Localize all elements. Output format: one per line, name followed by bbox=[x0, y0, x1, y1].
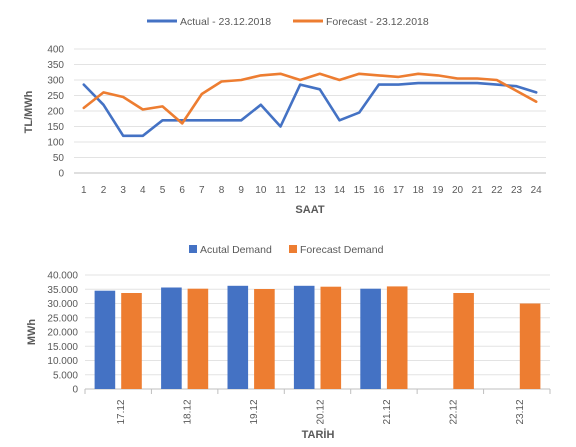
line-series-group bbox=[82, 72, 538, 138]
line-x-tick-label: 14 bbox=[334, 185, 346, 196]
line-y-tick-label: 200 bbox=[47, 107, 64, 118]
line-x-tick-label: 10 bbox=[255, 185, 267, 196]
forecast-price-line bbox=[82, 72, 538, 125]
bar-y-axis-title: MWh bbox=[26, 319, 38, 346]
line-y-tick-label: 0 bbox=[58, 169, 64, 180]
forecast-demand-bar bbox=[254, 289, 275, 389]
line-x-tick-label: 3 bbox=[120, 185, 126, 196]
line-x-tick-label: 11 bbox=[275, 185, 286, 196]
line-legend: Actual - 23.12.2018 Forecast - 23.12.201… bbox=[147, 16, 429, 28]
bar-y-tick-label: 25.000 bbox=[47, 313, 78, 324]
line-x-tick-label: 6 bbox=[179, 185, 185, 196]
bar-x-tick-label: 17.12 bbox=[116, 399, 127, 424]
forecast-demand-bar bbox=[121, 293, 142, 389]
line-y-tick-label: 350 bbox=[47, 60, 64, 71]
line-y-tick-labels: 0 50 100 150 200 250 300 350 400 bbox=[47, 45, 64, 180]
line-y-tick-label: 100 bbox=[47, 138, 64, 149]
bar-y-tick-label: 40.000 bbox=[47, 271, 78, 282]
line-x-tick-label: 13 bbox=[314, 185, 326, 196]
line-x-tick-label: 4 bbox=[140, 185, 146, 196]
line-x-tick-label: 19 bbox=[432, 185, 444, 196]
actual-demand-bar bbox=[161, 287, 182, 389]
line-y-axis-title: TL/MWh bbox=[23, 90, 35, 133]
line-x-tick-label: 24 bbox=[531, 185, 543, 196]
bar-y-tick-label: 15.000 bbox=[47, 342, 78, 353]
actual-demand-bar bbox=[360, 288, 381, 389]
legend-label-forecast-demand: Forecast Demand bbox=[300, 244, 384, 256]
line-x-tick-label: 7 bbox=[199, 185, 205, 196]
line-x-tick-label: 22 bbox=[491, 185, 503, 196]
bar-x-axis-title: TARİH bbox=[302, 428, 335, 441]
bar-y-tick-labels: 0 5.000 10.000 15.000 20.000 25.000 30.000 35.0… bbox=[47, 271, 78, 396]
line-gridlines bbox=[74, 48, 546, 174]
line-x-tick-label: 23 bbox=[511, 185, 523, 196]
line-x-tick-label: 17 bbox=[393, 185, 405, 196]
bar-y-tick-label: 20.000 bbox=[47, 328, 78, 339]
bar-y-tick-label: 0 bbox=[72, 385, 78, 396]
line-y-tick-label: 50 bbox=[53, 153, 65, 164]
forecast-demand-bar bbox=[519, 303, 541, 389]
actual-demand-bar bbox=[94, 290, 116, 389]
line-x-tick-label: 8 bbox=[219, 185, 225, 196]
forecast-demand-bar bbox=[453, 293, 474, 389]
forecast-demand-bar bbox=[320, 286, 342, 389]
bar-y-tick-label: 10.000 bbox=[47, 356, 78, 367]
line-x-tick-label: 5 bbox=[160, 185, 166, 196]
line-y-tick-label: 400 bbox=[47, 45, 64, 56]
line-chart: Actual - 23.12.2018 Forecast - 23.12.201… bbox=[23, 16, 546, 216]
line-x-tick-label: 1 bbox=[81, 185, 87, 196]
legend-label-actual: Actual - 23.12.2018 bbox=[180, 16, 271, 28]
bar-x-tick-label: 22.12 bbox=[448, 399, 459, 424]
line-y-tick-label: 300 bbox=[47, 76, 64, 87]
line-x-tick-label: 21 bbox=[472, 185, 484, 196]
bar-y-tick-label: 35.000 bbox=[47, 285, 78, 296]
bar-legend: Acutal Demand Forecast Demand bbox=[189, 244, 384, 256]
line-x-tick-label: 2 bbox=[101, 185, 107, 196]
actual-price-line bbox=[82, 81, 538, 138]
line-x-tick-label: 9 bbox=[238, 185, 244, 196]
legend-label-forecast: Forecast - 23.12.2018 bbox=[326, 16, 429, 28]
bar-x-tick-label: 20.12 bbox=[316, 399, 327, 424]
legend-swatch-forecast-demand bbox=[289, 245, 297, 253]
bar-x-tick-label: 21.12 bbox=[382, 399, 393, 424]
forecast-demand-bar bbox=[386, 286, 408, 389]
line-x-tick-labels: 1 2 3 4 5 6 7 8 9 10 11 12 13 14 15 16 17 18 19 20 21 22 23 24 bbox=[81, 185, 542, 196]
actual-demand-bar bbox=[293, 285, 315, 389]
bar-x-tick-label: 23.12 bbox=[515, 399, 526, 424]
legend-swatch-actual-demand bbox=[189, 245, 197, 253]
line-y-tick-label: 250 bbox=[47, 91, 64, 102]
line-x-tick-label: 16 bbox=[373, 185, 385, 196]
bar-gridlines bbox=[84, 274, 551, 394]
actual-demand-bar bbox=[227, 285, 249, 389]
bar-y-tick-label: 5.000 bbox=[53, 370, 78, 381]
bar-marks bbox=[94, 285, 541, 389]
line-y-tick-label: 150 bbox=[47, 122, 64, 133]
line-x-tick-label: 12 bbox=[295, 185, 307, 196]
legend-label-actual-demand: Acutal Demand bbox=[200, 244, 272, 256]
line-x-axis-title: SAAT bbox=[295, 204, 324, 216]
bar-x-tick-labels: 17.12 18.12 19.12 20.12 21.12 22.12 23.12 bbox=[116, 399, 526, 424]
line-x-tick-label: 15 bbox=[354, 185, 366, 196]
line-x-tick-label: 18 bbox=[413, 185, 425, 196]
bar-x-tick-label: 18.12 bbox=[183, 399, 194, 424]
bar-y-tick-label: 30.000 bbox=[47, 299, 78, 310]
line-x-tick-label: 20 bbox=[452, 185, 464, 196]
bar-chart: Acutal Demand Forecast Demand 0 5.000 10.0… bbox=[26, 244, 551, 441]
forecast-demand-bar bbox=[187, 288, 209, 389]
bar-x-tick-label: 19.12 bbox=[249, 399, 260, 424]
